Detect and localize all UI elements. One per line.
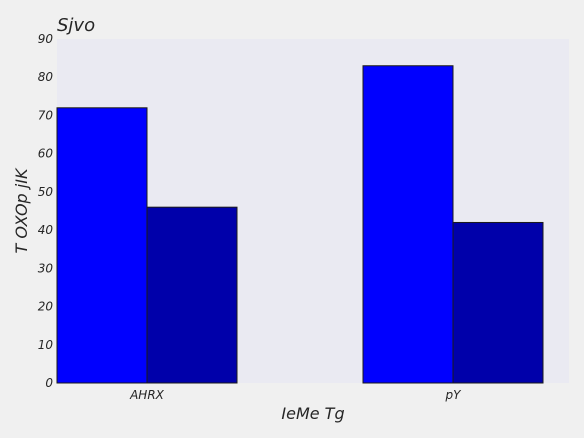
bar — [146, 206, 238, 384]
y-tick-label: 50 — [38, 185, 54, 199]
bars-layer — [56, 65, 544, 384]
y-tick-label: 60 — [38, 147, 54, 161]
y-tick-label: 10 — [38, 338, 54, 352]
y-tick-label: 80 — [38, 70, 54, 84]
y-tick-label: 90 — [38, 32, 54, 46]
y-tick-label: 70 — [38, 108, 54, 122]
bar — [362, 65, 454, 384]
y-ticks: 0 10 20 30 40 50 60 70 80 90 — [38, 32, 54, 390]
y-tick-label: 40 — [38, 223, 54, 237]
x-ticks: AHRX pY — [129, 388, 462, 402]
x-tick-label: AHRX — [129, 388, 165, 402]
y-axis-label: T OXOp jIK — [12, 167, 31, 253]
x-tick-label: pY — [445, 388, 463, 402]
bar — [452, 221, 544, 384]
y-tick-label: 30 — [38, 261, 54, 275]
bar — [56, 107, 148, 384]
y-tick-label: 0 — [45, 376, 53, 390]
y-tick-label: 20 — [38, 300, 54, 314]
x-axis-label: IeMe Tg — [281, 404, 344, 423]
chart-title: Sjvo — [57, 15, 95, 36]
